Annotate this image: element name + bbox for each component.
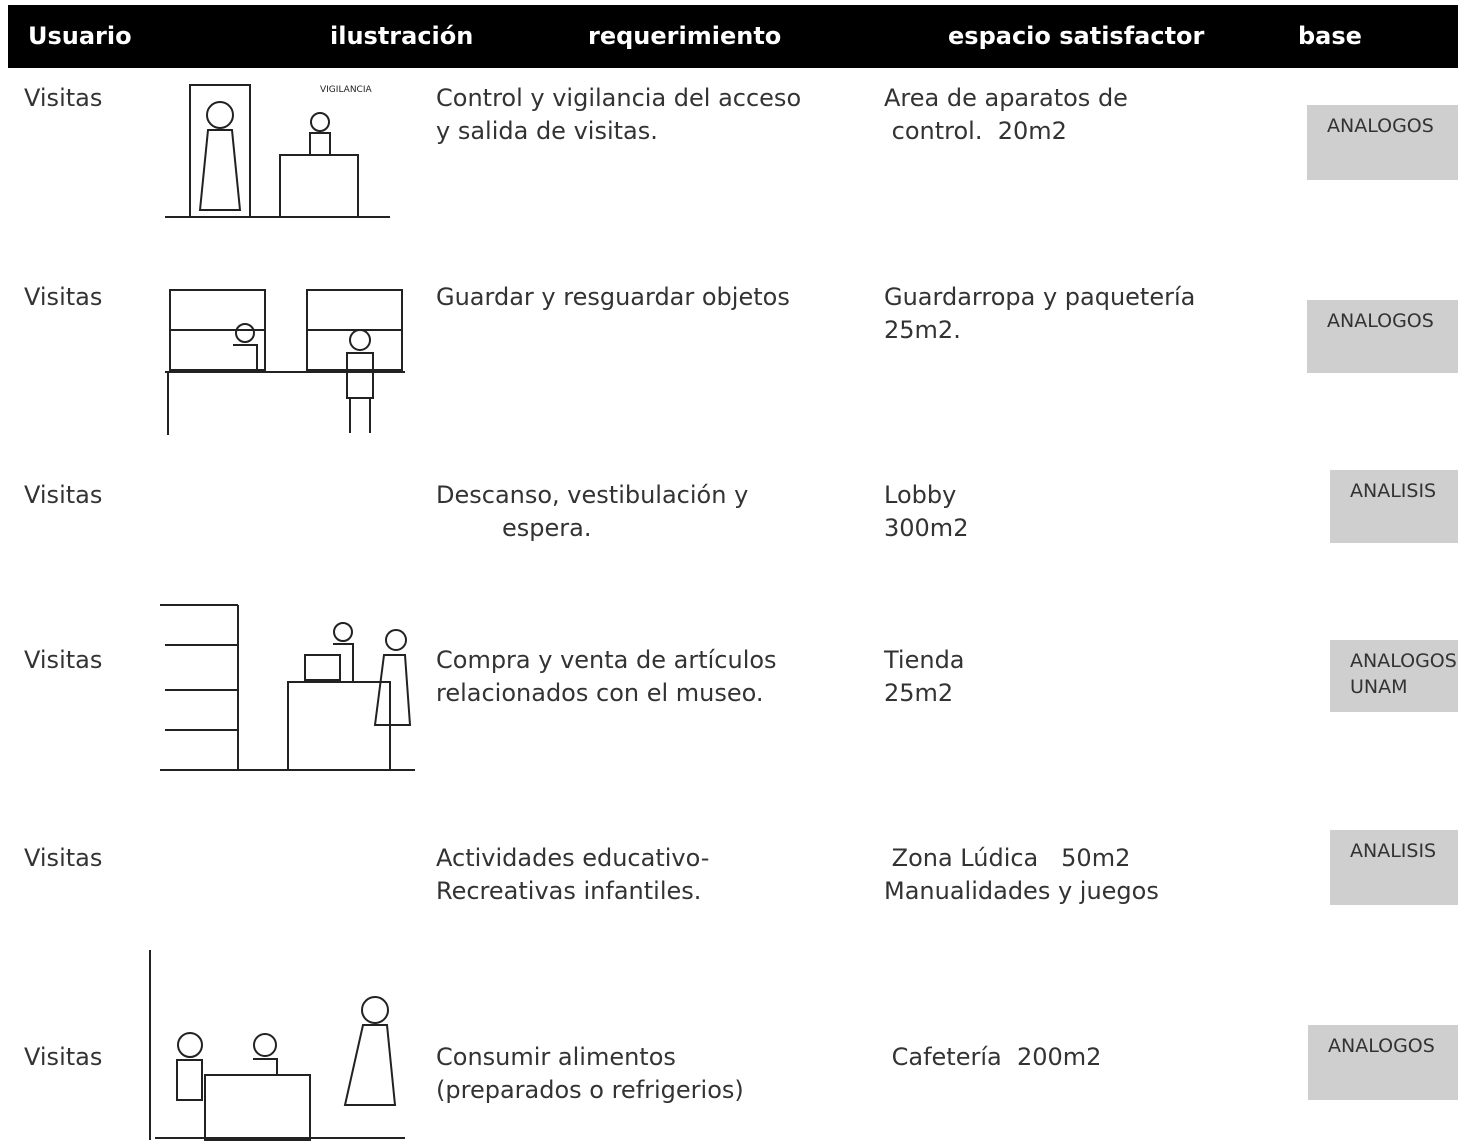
space: 25m2. bbox=[884, 316, 961, 344]
column-header: ilustración bbox=[330, 22, 474, 50]
requirement: Compra y venta de artículos bbox=[436, 646, 777, 674]
requirement: Guardar y resguardar objetos bbox=[436, 283, 790, 311]
base-label: ANALOGOS bbox=[1327, 115, 1434, 137]
user: Visitas bbox=[24, 84, 103, 112]
base-label: ANALOGOS bbox=[1328, 1035, 1435, 1057]
illustration bbox=[160, 604, 415, 771]
header-bar: Usuario ilustración requerimiento espacio s… bbox=[8, 5, 1458, 68]
requirement: espera. bbox=[502, 514, 592, 542]
column-header: base bbox=[1298, 22, 1362, 50]
space: Cafetería 200m2 bbox=[884, 1043, 1102, 1071]
column-header: requerimiento bbox=[588, 22, 782, 50]
base-box: ANALISIS bbox=[1330, 470, 1458, 543]
column-header: espacio satisfactor bbox=[948, 22, 1205, 50]
requirement: Descanso, vestibulación y bbox=[436, 481, 749, 509]
base-label: ANALOGOS bbox=[1327, 310, 1434, 332]
base-label: ANALISIS bbox=[1350, 840, 1437, 862]
illustration-label: VIGILANCIA bbox=[320, 85, 372, 95]
space: Zona Lúdica 50m2 bbox=[884, 844, 1131, 872]
requirement: Control y vigilancia del acceso bbox=[436, 84, 802, 112]
illustration: VIGILANCIA bbox=[165, 84, 390, 218]
base-box: ANALOGOS bbox=[1307, 105, 1458, 180]
space: Tienda bbox=[884, 646, 965, 674]
requirement: Recreativas infantiles. bbox=[436, 877, 702, 905]
base-box: ANALOGOS bbox=[1307, 300, 1458, 373]
base-label: ANALOGOS bbox=[1350, 650, 1457, 672]
space: 300m2 bbox=[884, 514, 969, 542]
base-box: ANALOGOS bbox=[1308, 1025, 1458, 1100]
base-box: ANALOGOS UNAM bbox=[1330, 640, 1458, 712]
illustration bbox=[165, 289, 405, 435]
space: Manualidades y juegos bbox=[884, 877, 1159, 905]
requirement: relacionados con el museo. bbox=[436, 679, 764, 707]
requirement: (preparados o refrigerios) bbox=[436, 1076, 744, 1104]
space: Guardarropa y paquetería bbox=[884, 283, 1196, 311]
space: control. 20m2 bbox=[884, 117, 1067, 145]
requirement: Actividades educativo- bbox=[436, 844, 710, 872]
requirement: Consumir alimentos bbox=[436, 1043, 676, 1071]
user: Visitas bbox=[24, 646, 103, 674]
user: Visitas bbox=[24, 283, 103, 311]
column-header: Usuario bbox=[28, 22, 132, 50]
space: 25m2 bbox=[884, 679, 954, 707]
user: Visitas bbox=[24, 481, 103, 509]
user: Visitas bbox=[24, 1043, 103, 1071]
requirement: y salida de visitas. bbox=[436, 117, 658, 145]
space: Lobby bbox=[884, 481, 957, 509]
base-label: ANALISIS bbox=[1350, 480, 1437, 502]
base-box: ANALISIS bbox=[1330, 830, 1458, 905]
user: Visitas bbox=[24, 844, 103, 872]
illustration bbox=[149, 950, 405, 1141]
space: Area de aparatos de bbox=[884, 84, 1128, 112]
base-label: UNAM bbox=[1350, 676, 1408, 698]
